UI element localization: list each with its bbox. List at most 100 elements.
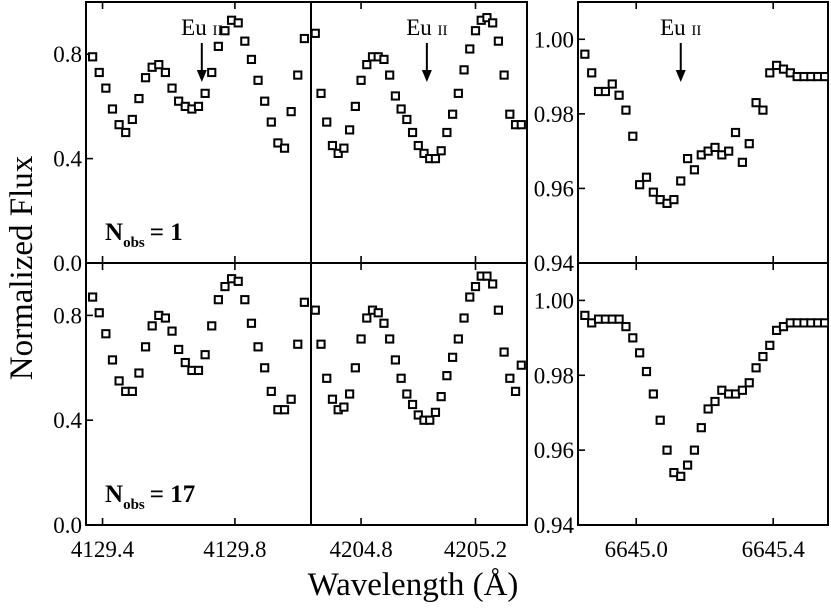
nobs-value: = 17 xyxy=(150,481,196,508)
data-point xyxy=(621,105,631,115)
data-point xyxy=(758,351,768,362)
data-point xyxy=(220,281,230,292)
y-tick-label: 0.0 xyxy=(53,251,82,276)
data-point xyxy=(621,322,631,332)
data-point xyxy=(345,125,355,135)
data-point xyxy=(193,365,204,376)
data-point xyxy=(482,271,492,281)
x-axis-label: Wavelength (Å) xyxy=(308,566,519,603)
data-point xyxy=(121,127,131,138)
data-point xyxy=(253,342,263,352)
data-point xyxy=(127,114,137,125)
data-point xyxy=(273,138,283,148)
data-point xyxy=(293,339,303,349)
data-point xyxy=(114,120,124,130)
data-point xyxy=(193,101,204,112)
y-axis-label: Normalized Flux xyxy=(4,155,40,380)
data-point xyxy=(635,348,645,358)
data-point xyxy=(373,308,383,318)
y-tick-label: 0.8 xyxy=(53,42,82,67)
data-point xyxy=(689,165,700,175)
data-point xyxy=(88,292,98,302)
data-point xyxy=(676,176,686,186)
data-point xyxy=(213,295,223,305)
data-point xyxy=(167,83,177,93)
data-point xyxy=(356,75,366,85)
nobs-subscript: obs xyxy=(123,235,145,251)
data-point xyxy=(327,140,338,151)
data-point xyxy=(114,376,124,386)
data-point xyxy=(614,90,624,100)
data-point xyxy=(655,415,665,425)
data-point xyxy=(710,142,720,153)
data-point xyxy=(134,368,144,378)
data-point xyxy=(516,360,526,370)
data-point xyxy=(648,389,658,399)
data-point xyxy=(286,394,296,404)
annotation-label: Eu II xyxy=(406,15,447,40)
panel-frame xyxy=(577,262,829,526)
data-point xyxy=(676,471,686,481)
x-tick-label: 6645.4 xyxy=(742,537,806,562)
data-point xyxy=(488,18,498,28)
data-point xyxy=(505,373,515,383)
data-point xyxy=(516,120,526,130)
x-tick-label: 4205.2 xyxy=(444,537,507,562)
data-point xyxy=(127,386,137,396)
data-point xyxy=(413,410,423,420)
data-point xyxy=(246,54,257,65)
data-point xyxy=(765,68,775,78)
data-point xyxy=(233,18,243,28)
data-point xyxy=(470,281,481,292)
data-point xyxy=(311,305,320,315)
data-point xyxy=(402,389,412,399)
data-point xyxy=(200,88,210,98)
data-point xyxy=(493,36,503,46)
data-point xyxy=(402,114,412,125)
data-point xyxy=(744,139,754,149)
y-tick-label: 0.4 xyxy=(53,147,82,172)
data-point xyxy=(641,366,652,377)
data-point xyxy=(140,73,151,83)
data-point xyxy=(425,415,435,425)
data-points xyxy=(311,13,526,164)
data-point xyxy=(499,347,509,357)
nobs-label: Nobs = 1 xyxy=(105,219,183,251)
data-point xyxy=(379,318,389,328)
data-point xyxy=(94,67,104,78)
nobs-value: = 1 xyxy=(150,219,183,246)
data-point xyxy=(160,67,171,78)
data-point xyxy=(327,394,338,404)
nobs-subscript: obs xyxy=(123,497,145,513)
data-point xyxy=(333,148,343,158)
y-tick-label: 0.94 xyxy=(534,513,575,538)
data-point xyxy=(362,60,372,70)
panel-bottom-middle: 4204.8 4205.2 xyxy=(310,262,528,562)
data-point xyxy=(101,329,111,339)
data-point xyxy=(174,344,184,355)
y-tick-label: 0.98 xyxy=(534,363,574,388)
data-point xyxy=(682,460,693,470)
data-point xyxy=(703,404,713,414)
data-point xyxy=(140,342,151,352)
data-point xyxy=(293,70,303,80)
data-point xyxy=(744,378,754,388)
data-point xyxy=(200,350,210,360)
data-point xyxy=(385,334,395,344)
data-point xyxy=(459,313,469,323)
annotation-label: Eu II xyxy=(181,15,222,40)
data-point xyxy=(266,117,276,127)
data-point xyxy=(635,180,645,190)
data-point xyxy=(448,109,458,119)
data-point xyxy=(362,313,372,323)
data-point xyxy=(737,385,747,395)
panel-top-middle: Eu II xyxy=(310,1,528,264)
data-point xyxy=(339,402,349,412)
y-tick-label: 0.98 xyxy=(534,102,574,127)
data-point xyxy=(107,355,118,365)
data-point xyxy=(448,352,458,362)
annotation-ion: II xyxy=(691,23,701,39)
data-point xyxy=(253,75,263,85)
